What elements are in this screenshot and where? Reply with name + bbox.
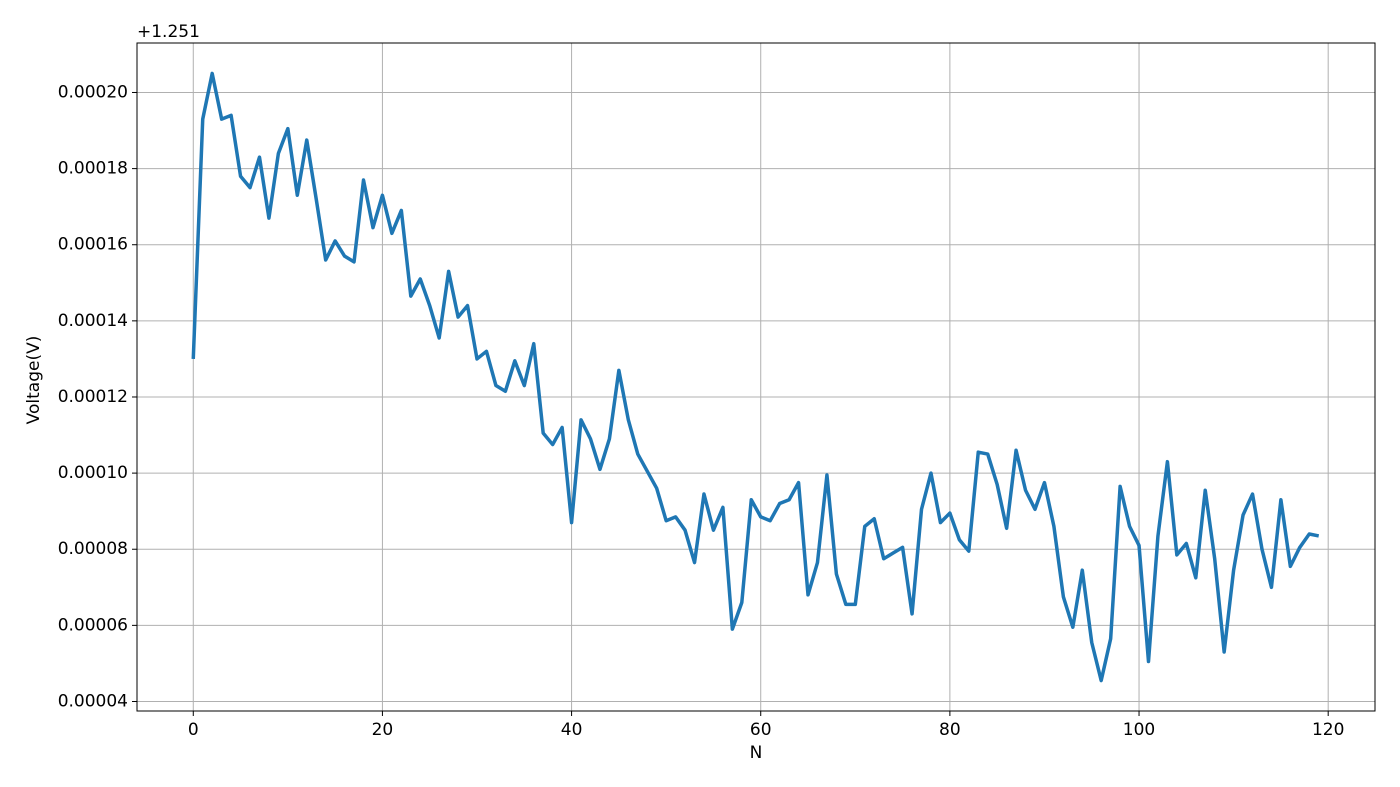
x-tick-label: 100 bbox=[1123, 720, 1155, 740]
y-tick-label: 0.00014 bbox=[58, 311, 128, 331]
offset-text: +1.251 bbox=[137, 22, 200, 42]
y-axis-label: Voltage(V) bbox=[24, 336, 44, 425]
y-tick-label: 0.00010 bbox=[58, 463, 128, 483]
x-tick-label: 60 bbox=[750, 720, 772, 740]
y-tick-label: 0.00006 bbox=[58, 615, 128, 635]
y-tick-label: 0.00012 bbox=[58, 387, 128, 407]
x-tick-label: 40 bbox=[561, 720, 583, 740]
x-tick-label: 20 bbox=[372, 720, 394, 740]
y-tick-label: 0.00020 bbox=[58, 82, 128, 102]
data-line bbox=[191, 71, 1320, 683]
y-tick-label: 0.00016 bbox=[58, 235, 128, 255]
x-axis-label: N bbox=[750, 743, 763, 763]
x-tick-label: 80 bbox=[939, 720, 961, 740]
y-tick-label: 0.00018 bbox=[58, 159, 128, 179]
x-tick-label: 120 bbox=[1312, 720, 1344, 740]
plot-frame bbox=[136, 42, 1376, 712]
x-tick-label: 0 bbox=[188, 720, 199, 740]
y-tick-label: 0.00004 bbox=[58, 691, 128, 711]
y-tick-label: 0.00008 bbox=[58, 539, 128, 559]
